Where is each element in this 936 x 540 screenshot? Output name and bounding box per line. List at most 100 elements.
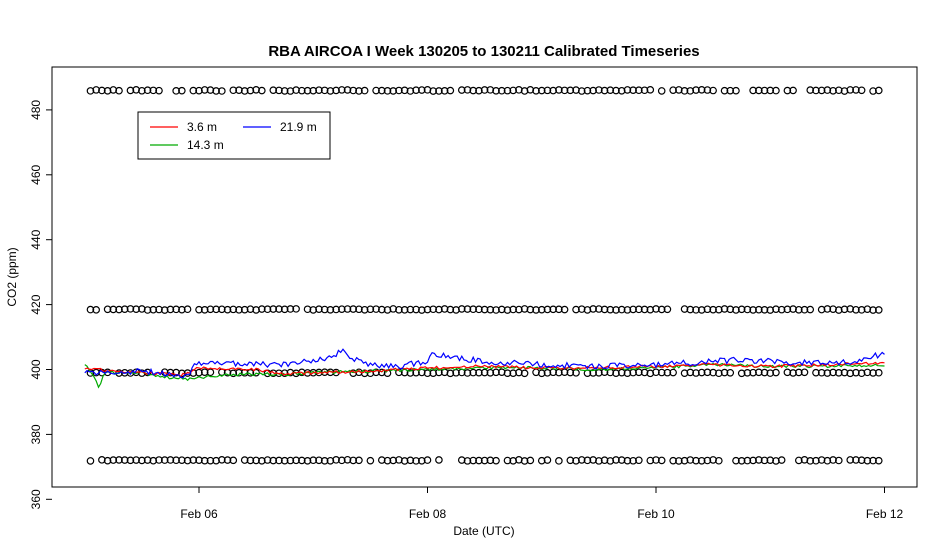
data-point bbox=[183, 305, 192, 314]
data-point bbox=[817, 456, 826, 464]
data-point bbox=[457, 305, 466, 313]
data-point bbox=[195, 456, 203, 464]
data-point bbox=[623, 456, 632, 465]
data-point bbox=[406, 87, 415, 95]
y-tick-label: 440 bbox=[29, 229, 43, 249]
data-point bbox=[457, 456, 466, 464]
data-point bbox=[640, 86, 649, 95]
data-point bbox=[680, 456, 689, 465]
data-point bbox=[258, 305, 266, 313]
data-point bbox=[115, 456, 123, 464]
data-point bbox=[172, 456, 180, 465]
data-point bbox=[195, 86, 203, 95]
data-point bbox=[172, 368, 180, 377]
data-point bbox=[766, 86, 775, 95]
data-point bbox=[629, 305, 637, 314]
data-point bbox=[623, 369, 632, 377]
data-point bbox=[235, 86, 243, 94]
data-point bbox=[155, 305, 163, 314]
data-point bbox=[98, 86, 106, 95]
y-axis: 360 380 400 420 440 460 480 bbox=[29, 100, 52, 509]
data-point bbox=[120, 305, 129, 313]
data-point bbox=[537, 86, 546, 95]
data-point bbox=[755, 86, 763, 95]
data-point bbox=[566, 456, 575, 465]
data-point bbox=[86, 457, 95, 465]
data-point bbox=[195, 368, 203, 377]
data-point bbox=[783, 368, 792, 377]
data-point bbox=[652, 456, 660, 464]
data-point bbox=[183, 456, 192, 465]
data-point bbox=[869, 87, 877, 95]
data-point bbox=[143, 306, 152, 314]
data-point bbox=[389, 456, 398, 465]
data-point bbox=[737, 305, 746, 314]
data-point bbox=[772, 457, 780, 465]
data-point bbox=[320, 305, 329, 314]
data-point bbox=[218, 305, 226, 314]
data-point bbox=[355, 305, 363, 314]
data-point bbox=[189, 86, 198, 95]
data-point bbox=[852, 456, 860, 464]
y-tick-label: 420 bbox=[29, 294, 43, 314]
data-point bbox=[715, 305, 723, 314]
data-point bbox=[795, 368, 803, 377]
data-point bbox=[766, 306, 775, 314]
data-point bbox=[178, 305, 186, 314]
data-point bbox=[852, 86, 860, 94]
data-point bbox=[446, 86, 455, 95]
data-point bbox=[343, 455, 352, 464]
data-point bbox=[258, 457, 266, 465]
data-point bbox=[275, 456, 283, 465]
data-point bbox=[126, 456, 135, 465]
data-point bbox=[360, 305, 369, 314]
data-point bbox=[680, 87, 689, 95]
data-point bbox=[338, 86, 346, 94]
data-point bbox=[595, 305, 603, 313]
data-point bbox=[509, 369, 517, 377]
data-point bbox=[760, 368, 769, 377]
x-axis: Feb 06 Feb 08 Feb 10 Feb 12 bbox=[180, 487, 904, 521]
data-point bbox=[760, 456, 769, 465]
data-point bbox=[475, 86, 483, 95]
data-point bbox=[515, 305, 523, 314]
data-point bbox=[435, 456, 443, 464]
data-point bbox=[549, 86, 557, 95]
data-point bbox=[309, 86, 318, 95]
data-point bbox=[526, 305, 535, 314]
data-point bbox=[206, 305, 215, 314]
data-point bbox=[709, 305, 717, 314]
data-point bbox=[520, 457, 529, 465]
data-point bbox=[440, 87, 449, 95]
data-point bbox=[395, 86, 403, 95]
data-point bbox=[195, 305, 203, 314]
legend-label-3-6m: 3.6 m bbox=[187, 120, 217, 134]
data-point bbox=[377, 305, 386, 314]
data-point bbox=[429, 369, 438, 377]
data-point bbox=[280, 456, 289, 465]
data-point bbox=[760, 86, 769, 95]
data-point bbox=[612, 306, 620, 314]
data-point bbox=[200, 456, 209, 465]
data-point bbox=[652, 305, 660, 313]
data-point bbox=[789, 369, 797, 377]
data-point bbox=[480, 305, 489, 314]
data-point bbox=[555, 305, 563, 314]
data-point bbox=[275, 305, 283, 313]
data-point bbox=[623, 306, 632, 314]
data-point bbox=[635, 456, 643, 465]
data-point bbox=[709, 368, 717, 377]
data-point bbox=[126, 86, 135, 95]
data-point bbox=[103, 305, 112, 314]
data-point bbox=[623, 86, 632, 94]
data-point bbox=[258, 86, 266, 95]
data-point bbox=[800, 305, 809, 314]
data-point bbox=[572, 305, 580, 314]
data-point bbox=[240, 87, 249, 95]
data-point bbox=[800, 368, 809, 377]
y-tick-label: 380 bbox=[29, 424, 43, 444]
data-point bbox=[703, 86, 712, 94]
data-point bbox=[589, 305, 597, 313]
data-point bbox=[298, 86, 306, 95]
data-point bbox=[252, 368, 260, 377]
